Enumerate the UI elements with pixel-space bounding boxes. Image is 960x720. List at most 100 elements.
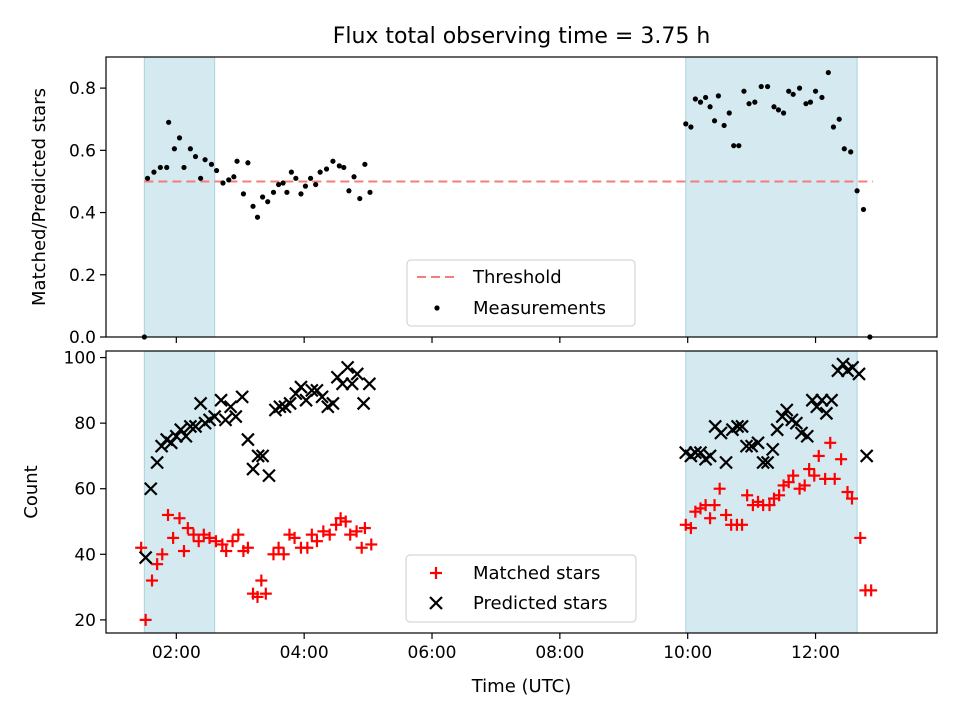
matched-stars-point xyxy=(251,590,264,603)
predicted-stars-point xyxy=(836,357,850,371)
matched-stars-point xyxy=(782,476,795,489)
matched-stars-point xyxy=(259,587,272,600)
predicted-stars-point xyxy=(251,449,265,463)
observing-window-span xyxy=(143,56,216,338)
predicted-stars-point xyxy=(188,419,203,434)
matched-stars-point xyxy=(177,545,190,558)
predicted-stars-point xyxy=(241,432,255,447)
measurements-point xyxy=(357,195,363,202)
measurements-point xyxy=(362,161,368,167)
predicted-stars-point xyxy=(719,455,733,470)
measurements-point xyxy=(270,189,277,195)
predicted-stars-point xyxy=(770,422,784,437)
measurements-point xyxy=(775,107,782,113)
measurements-point xyxy=(702,94,709,101)
ratio-panel-y-axis: 0.0 0.2 0.4 0.6 0.8 xyxy=(69,79,106,348)
predicted-stars-point xyxy=(852,367,866,381)
threshold-legend-label: Threshold xyxy=(472,267,562,288)
measurements-point xyxy=(683,121,689,127)
predicted-stars-point xyxy=(760,455,775,470)
matched-stars-point xyxy=(344,528,357,541)
measurements-point xyxy=(825,69,831,76)
x-tick-label: 02:00 xyxy=(152,643,201,663)
matched-stars-point xyxy=(146,574,159,587)
measurements-point xyxy=(790,91,796,97)
measurements-point xyxy=(330,158,336,164)
matched-stars-point xyxy=(798,479,811,492)
predicted-stars-point xyxy=(294,380,308,394)
matched-stars-point xyxy=(305,528,318,541)
measurements-point xyxy=(841,146,847,152)
measurements-point xyxy=(746,101,752,107)
measurements-point xyxy=(854,188,860,194)
observing-window-span xyxy=(685,350,858,634)
measurements-point xyxy=(758,83,764,90)
predicted-stars-point xyxy=(356,396,371,411)
measurements-point xyxy=(711,118,718,124)
legend-box xyxy=(406,259,636,327)
matched-stars-point xyxy=(277,548,290,561)
measurements-point xyxy=(231,174,237,180)
matched-stars-point xyxy=(828,472,841,485)
measurements-point xyxy=(830,124,837,130)
y-tick-label: 80 xyxy=(74,414,96,434)
matched-stars-point xyxy=(355,541,368,554)
matched-stars-point xyxy=(865,584,878,597)
matched-stars-point xyxy=(704,512,717,525)
measurements-point xyxy=(860,206,867,213)
matched-stars-point xyxy=(209,535,222,548)
predicted-stars-point xyxy=(214,393,228,407)
predicted-stars-legend-label: Predicted stars xyxy=(473,593,607,614)
measurements-point xyxy=(254,214,261,220)
matched-stars-point xyxy=(167,531,180,544)
predicted-stars-point xyxy=(805,393,820,407)
matched-stars-point xyxy=(708,499,721,512)
x-tick-label: 12:00 xyxy=(791,643,840,663)
measurements-point xyxy=(240,191,247,197)
measurements-point xyxy=(307,175,314,181)
y-tick-label: 0.6 xyxy=(69,141,96,161)
measurements-point xyxy=(697,99,704,105)
measurements-point xyxy=(298,191,304,197)
count-panel-x-axis: 02:00 04:00 06:00 08:00 10:00 12:00 xyxy=(152,633,840,663)
matched-stars-point xyxy=(713,482,726,495)
count-panel-y-axis: 20 40 60 80 100 xyxy=(64,349,106,631)
predicted-stars-point xyxy=(800,429,815,444)
predicted-stars-point xyxy=(780,403,794,417)
measurements-point xyxy=(707,104,713,110)
measurements-point xyxy=(265,199,271,205)
measurements-point xyxy=(171,146,177,152)
measurements-point xyxy=(313,181,319,188)
matched-stars-point xyxy=(736,518,749,531)
measurements-legend-label: Measurements xyxy=(473,298,606,319)
matched-stars-point xyxy=(365,538,378,551)
predicted-stars-point xyxy=(350,367,364,381)
matched-stars-point xyxy=(330,518,343,531)
matched-stars-point xyxy=(173,512,186,525)
measurements-point xyxy=(181,164,187,171)
observing-window-span xyxy=(685,56,858,338)
matched-stars-point xyxy=(192,535,205,548)
matched-stars-point xyxy=(187,528,200,541)
ratio-panel-frame xyxy=(105,56,938,338)
predicted-stars-point xyxy=(326,396,340,411)
predicted-stars-point xyxy=(183,419,198,434)
measurements-point xyxy=(260,194,266,200)
matched-stars-point xyxy=(272,541,285,554)
measurements-point xyxy=(317,169,323,175)
measurements-point xyxy=(293,175,299,181)
predicted-stars-point xyxy=(262,468,276,483)
y-tick-label: 0.2 xyxy=(69,266,96,286)
predicted-stars-point xyxy=(299,393,313,407)
matched-stars-point xyxy=(203,531,216,544)
y-tick-label: 0.0 xyxy=(69,328,96,348)
matched-stars-point xyxy=(310,535,323,548)
measurements-point xyxy=(803,101,809,107)
predicted-stars-point xyxy=(730,419,745,434)
predicted-stars-point xyxy=(335,377,350,391)
ratio-panel-y-axis-label: Matched/Predicted stars xyxy=(29,88,50,306)
measurements-point xyxy=(819,94,825,101)
measurements-point xyxy=(245,160,251,166)
measurements-point xyxy=(187,146,193,152)
